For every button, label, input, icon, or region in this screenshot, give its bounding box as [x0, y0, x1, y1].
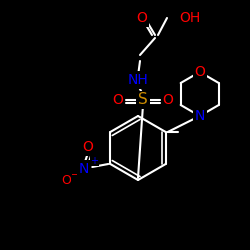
Text: N: N	[194, 109, 205, 123]
Text: O: O	[162, 93, 173, 107]
Text: N: N	[79, 162, 90, 176]
Text: OH: OH	[179, 11, 200, 25]
Text: O: O	[82, 140, 93, 154]
Text: O: O	[112, 93, 124, 107]
Text: O: O	[61, 174, 71, 188]
Text: S: S	[138, 92, 148, 108]
Text: O: O	[136, 11, 147, 25]
Text: −: −	[71, 170, 79, 180]
Text: O: O	[194, 65, 205, 79]
Text: +: +	[90, 156, 98, 166]
Text: NH: NH	[128, 73, 148, 87]
